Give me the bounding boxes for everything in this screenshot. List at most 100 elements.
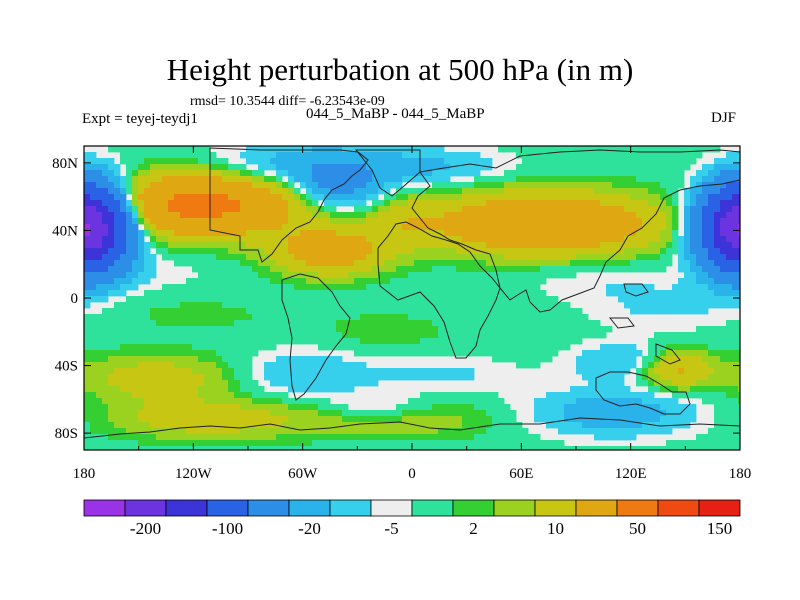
contour-cell — [324, 386, 331, 393]
contour-cell — [186, 350, 193, 357]
contour-cell — [384, 212, 391, 219]
contour-cell — [240, 170, 247, 177]
contour-cell — [96, 242, 103, 249]
contour-cell — [96, 314, 103, 321]
colorbar-swatch — [534, 499, 577, 517]
contour-cell — [582, 182, 589, 189]
contour-cell — [198, 374, 205, 381]
contour-cell — [474, 344, 481, 351]
contour-cell — [144, 380, 151, 387]
contour-cell — [606, 164, 613, 171]
contour-cell — [282, 206, 289, 213]
contour-cell — [708, 212, 715, 219]
contour-cell — [576, 254, 583, 261]
contour-cell — [210, 164, 217, 171]
contour-cell — [162, 410, 169, 417]
contour-cell — [372, 200, 379, 207]
contour-cell — [210, 200, 217, 207]
contour-cell — [576, 248, 583, 255]
contour-cell — [90, 446, 97, 451]
contour-cell — [114, 254, 121, 261]
contour-cell — [480, 398, 487, 405]
contour-cell — [354, 170, 361, 177]
contour-cell — [126, 188, 133, 195]
contour-cell — [324, 362, 331, 369]
contour-cell — [210, 296, 217, 303]
contour-cell — [294, 242, 301, 249]
contour-cell — [354, 278, 361, 285]
contour-cell — [456, 440, 463, 447]
contour-cell — [270, 146, 277, 153]
contour-cell — [288, 326, 295, 333]
contour-cell — [636, 422, 643, 429]
contour-cell — [252, 248, 259, 255]
contour-cell — [720, 290, 727, 297]
contour-cell — [702, 434, 709, 441]
contour-cell — [354, 266, 361, 273]
contour-cell — [252, 194, 259, 201]
contour-cell — [282, 224, 289, 231]
contour-cell — [438, 374, 445, 381]
contour-cell — [390, 416, 397, 423]
contour-cell — [396, 182, 403, 189]
contour-cell — [522, 440, 529, 447]
contour-cell — [648, 410, 655, 417]
contour-cell — [288, 242, 295, 249]
contour-cell — [294, 302, 301, 309]
contour-cell — [612, 200, 619, 207]
contour-cell — [174, 248, 181, 255]
contour-cell — [102, 170, 109, 177]
contour-cell — [270, 200, 277, 207]
contour-cell — [228, 170, 235, 177]
contour-cell — [132, 356, 139, 363]
contour-cell — [378, 176, 385, 183]
contour-cell — [144, 440, 151, 447]
contour-cell — [456, 200, 463, 207]
contour-cell — [492, 410, 499, 417]
contour-cell — [732, 398, 739, 405]
contour-cell — [444, 416, 451, 423]
contour-cell — [582, 428, 589, 435]
contour-cell — [630, 392, 637, 399]
contour-cell — [738, 422, 741, 429]
contour-cell — [444, 206, 451, 213]
contour-cell — [306, 332, 313, 339]
contour-cell — [438, 332, 445, 339]
contour-cell — [198, 434, 205, 441]
contour-cell — [564, 332, 571, 339]
contour-cell — [276, 326, 283, 333]
contour-cell — [372, 344, 379, 351]
contour-cell — [294, 386, 301, 393]
contour-cell — [426, 290, 433, 297]
contour-cell — [696, 254, 703, 261]
contour-cell — [228, 254, 235, 261]
contour-cell — [516, 236, 523, 243]
contour-cell — [108, 158, 115, 165]
contour-cell — [624, 266, 631, 273]
contour-cell — [672, 374, 679, 381]
contour-cell — [330, 380, 337, 387]
contour-cell — [702, 218, 709, 225]
contour-cell — [270, 338, 277, 345]
contour-cell — [318, 302, 325, 309]
contour-cell — [540, 158, 547, 165]
contour-cell — [462, 332, 469, 339]
contour-cell — [342, 386, 349, 393]
contour-cell — [594, 386, 601, 393]
contour-cell — [396, 260, 403, 267]
contour-cell — [738, 218, 741, 225]
contour-cell — [438, 398, 445, 405]
contour-cell — [522, 326, 529, 333]
contour-cell — [336, 158, 343, 165]
contour-cell — [258, 200, 265, 207]
contour-cell — [162, 224, 169, 231]
contour-cell — [588, 356, 595, 363]
contour-cell — [228, 272, 235, 279]
contour-cell — [288, 338, 295, 345]
contour-cell — [498, 212, 505, 219]
contour-cell — [126, 368, 133, 375]
contour-cell — [450, 224, 457, 231]
contour-cell — [462, 170, 469, 177]
contour-cell — [414, 206, 421, 213]
contour-cell — [204, 386, 211, 393]
